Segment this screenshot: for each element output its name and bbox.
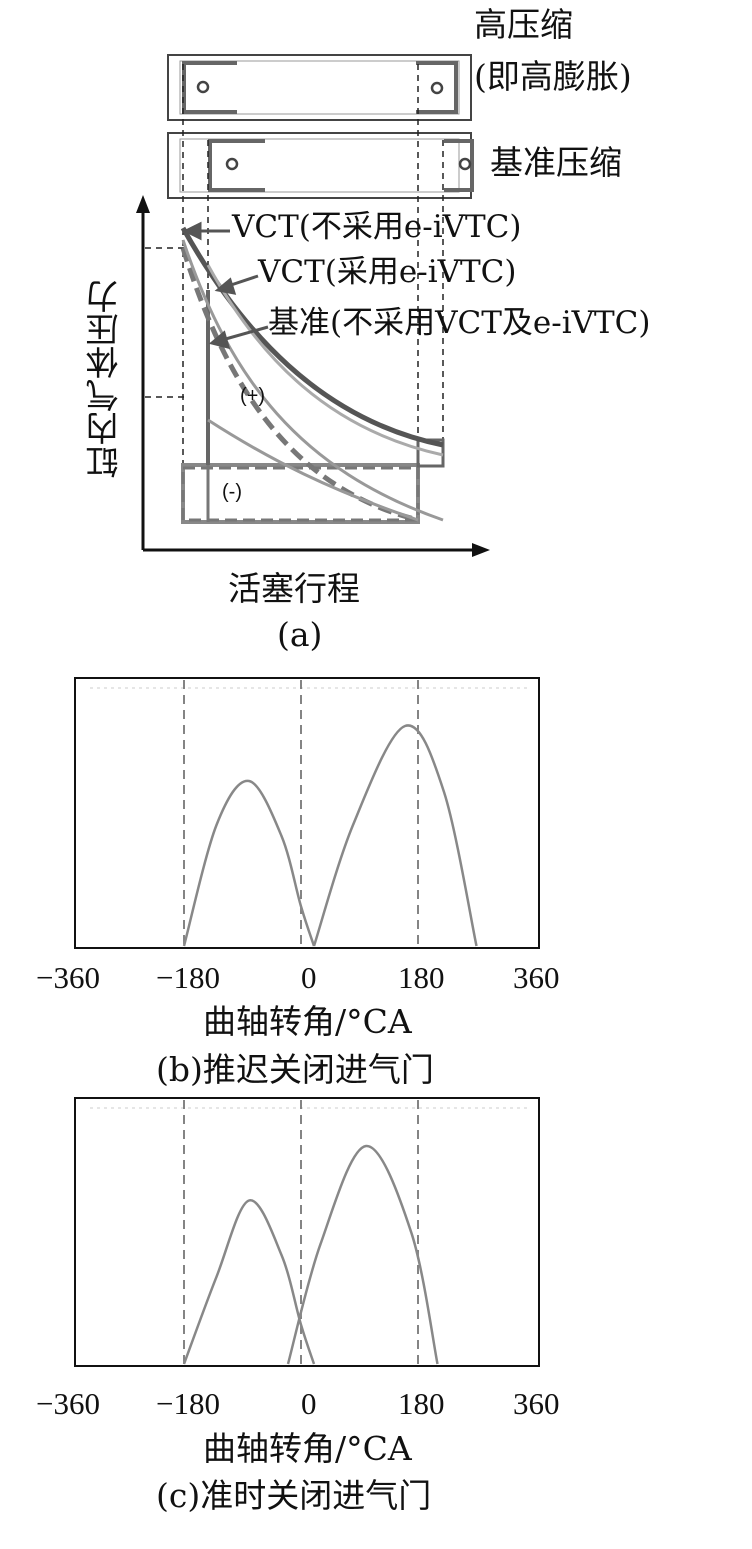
tick-b-neg180: −180 <box>156 960 220 995</box>
valve-lift-curve-c-1 <box>182 1199 316 1365</box>
tick-c-0: 0 <box>301 1386 317 1421</box>
panel-c-plot <box>74 1097 540 1367</box>
label-high-expansion: (即高膨胀) <box>474 57 632 96</box>
valve-lift-curve-c-2 <box>286 1144 439 1365</box>
tick-c-360: 360 <box>513 1386 560 1421</box>
x-axis-label-c: 曲轴转角/°CA <box>203 1429 412 1468</box>
expansion-curves <box>180 226 444 523</box>
caption-b: (b)推迟关闭进气门 <box>156 1050 434 1089</box>
legend-arrows <box>182 221 269 350</box>
tick-c-neg360: −360 <box>36 1386 100 1421</box>
base-compression-cylinder <box>167 132 474 199</box>
caption-a: (a) <box>277 615 323 654</box>
tick-b-neg360: −360 <box>36 960 100 995</box>
valve-lift-curve-b-2 <box>312 724 478 947</box>
label-base-compression: 基准压缩 <box>490 143 622 182</box>
valve-lift-curve-b-1 <box>182 779 316 947</box>
legend-vct-eivtc: VCT(采用e-iVTC) <box>258 254 517 290</box>
label-high-compression: 高压缩 <box>474 5 573 44</box>
tick-c-180: 180 <box>398 1386 445 1421</box>
caption-c: (c)准时关闭进气门 <box>156 1476 432 1515</box>
negative-work-label: (-) <box>222 481 242 503</box>
curve-vct-eivtc <box>206 264 444 457</box>
panel-b-plot <box>74 677 540 949</box>
legend-base: 基准(不采用VCT及e-iVTC) <box>268 305 651 341</box>
x-axis-label: 活塞行程 <box>228 569 360 608</box>
curve-compression <box>181 239 444 522</box>
y-axis-label: 缸内气体压力 <box>85 280 124 478</box>
x-axis-label-b: 曲轴转角/°CA <box>203 1002 412 1041</box>
pv-axes <box>136 195 490 557</box>
tick-c-neg180: −180 <box>156 1386 220 1421</box>
positive-work-label: (+) <box>240 385 265 407</box>
high-compression-cylinder <box>167 54 472 121</box>
tick-b-360: 360 <box>513 960 560 995</box>
curve-vct-no-eivtc <box>180 226 444 448</box>
legend-vct-no-eivtc: VCT(不采用e-iVTC) <box>232 209 522 245</box>
curve-compression-2 <box>207 418 419 522</box>
tick-b-180: 180 <box>398 960 445 995</box>
tick-b-0: 0 <box>301 960 317 995</box>
